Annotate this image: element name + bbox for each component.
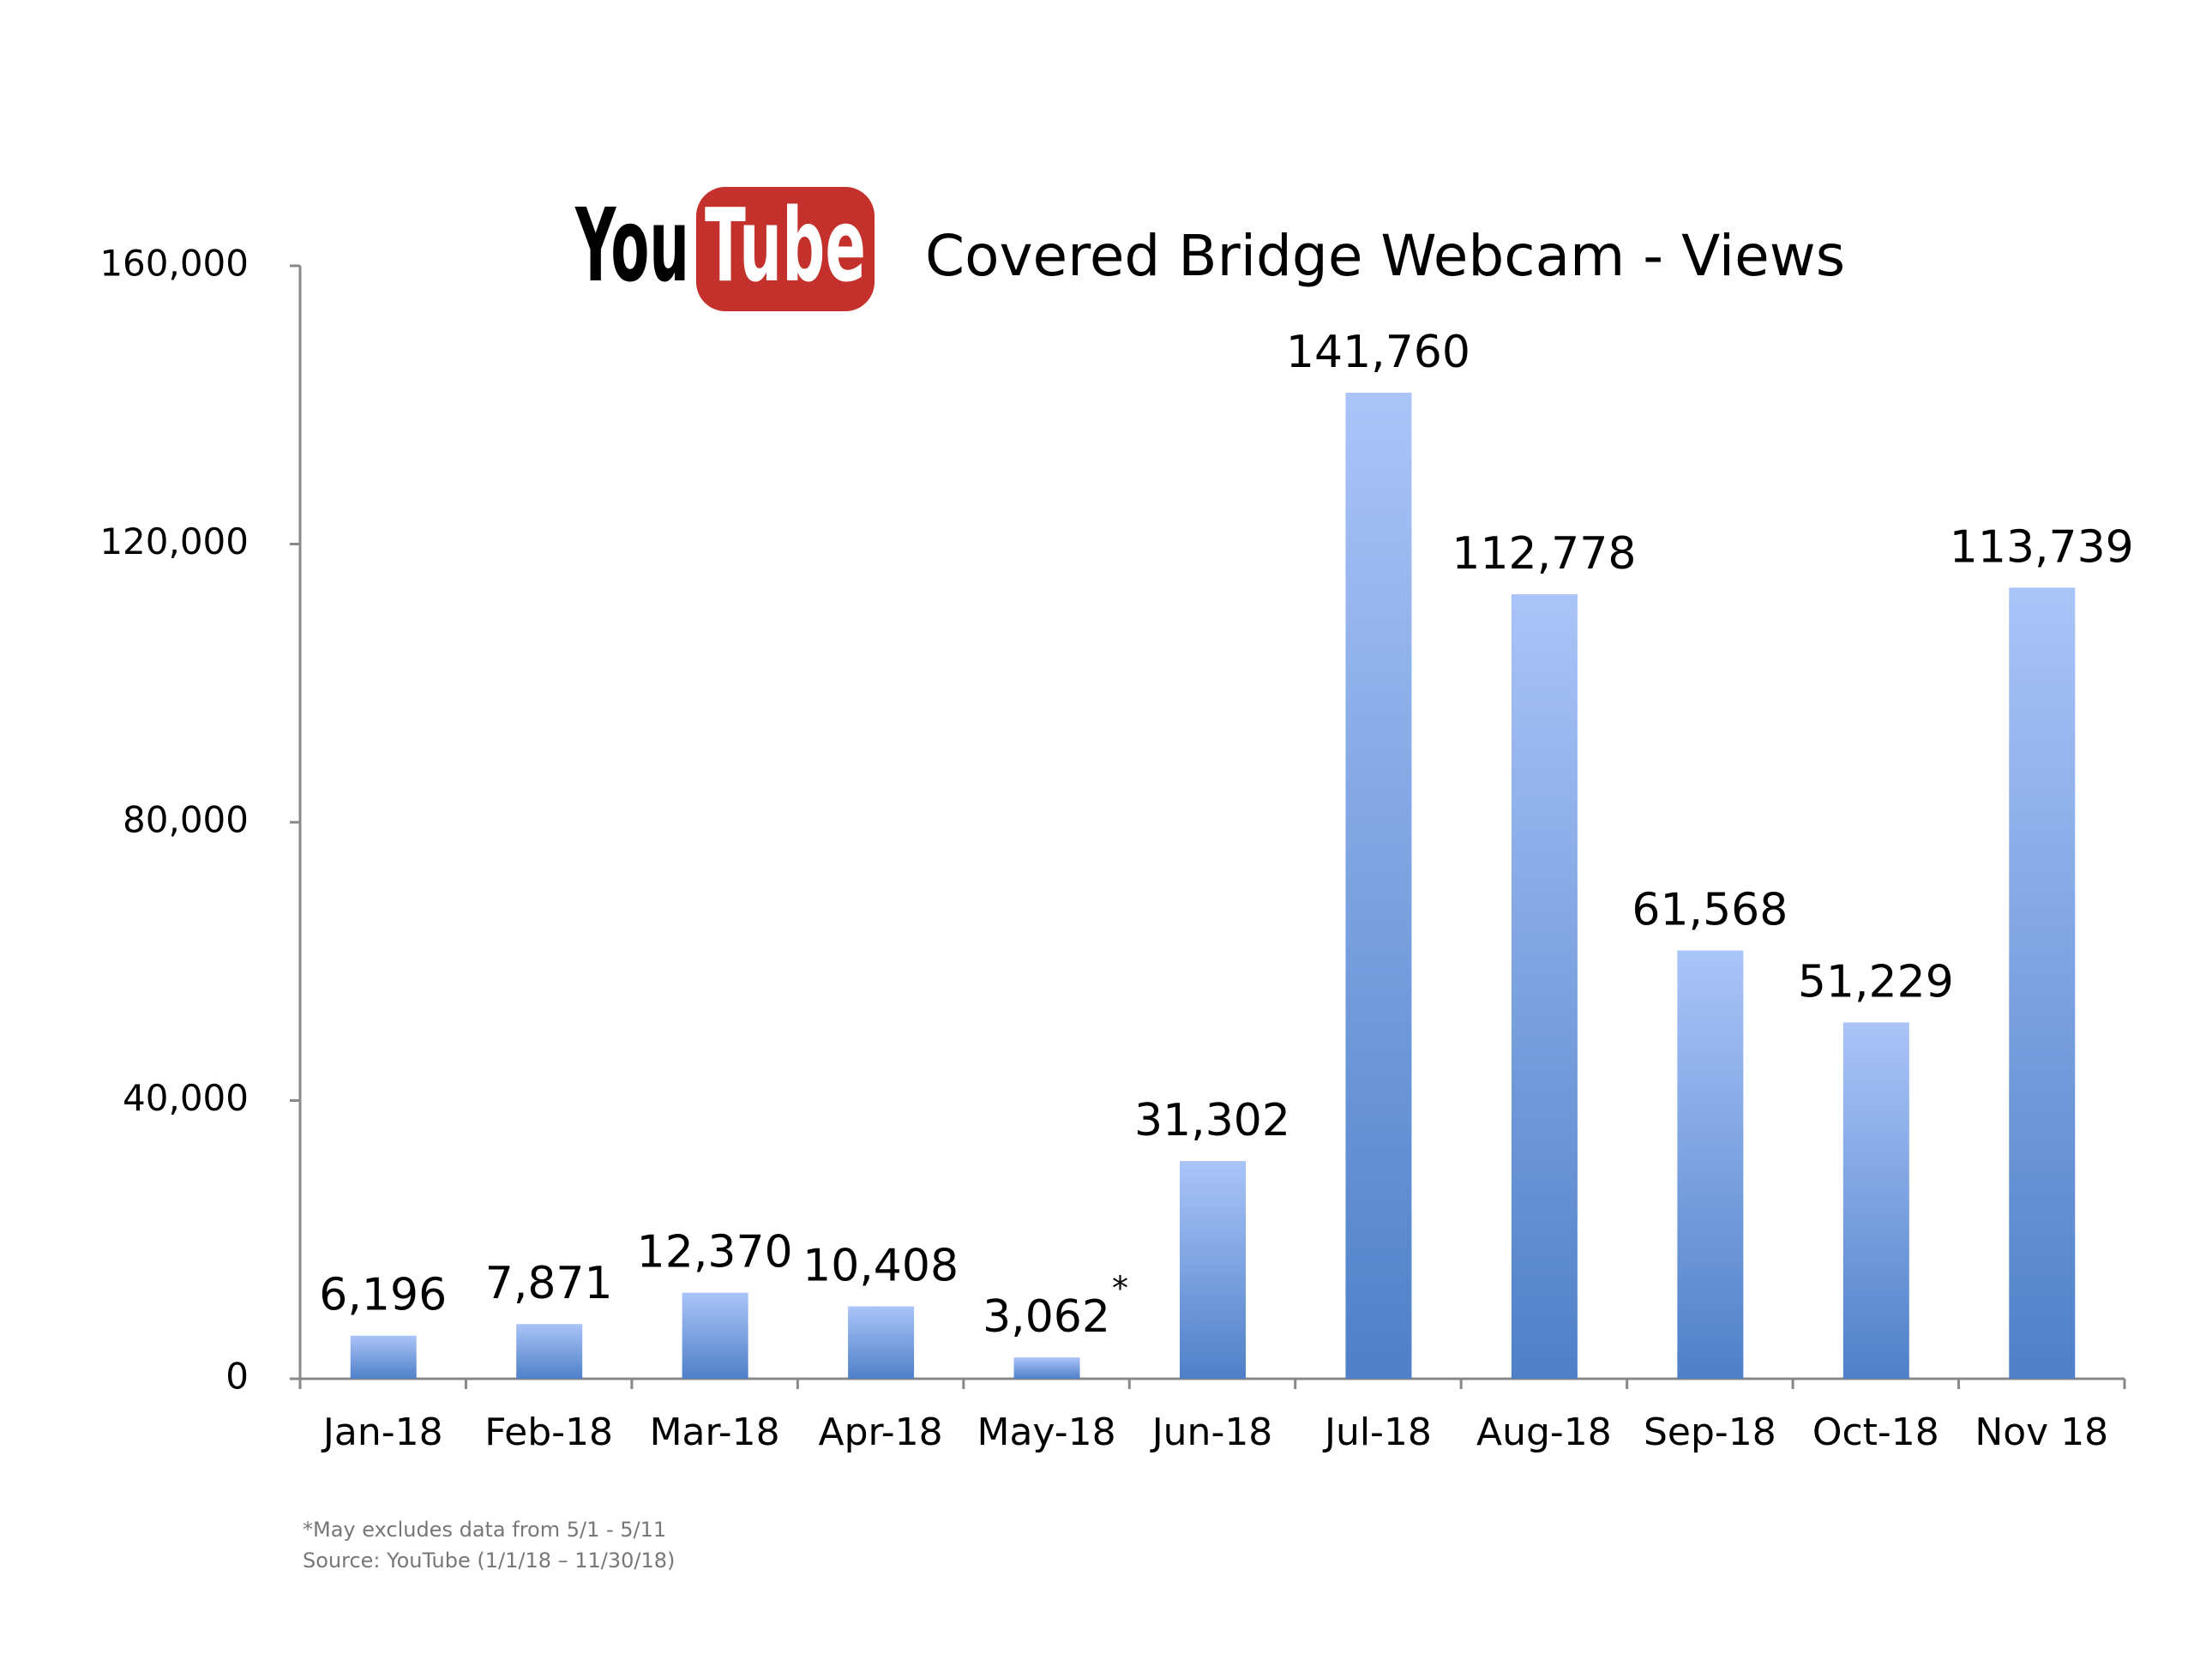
bar <box>1511 594 1578 1379</box>
x-tick-label: Jun-18 <box>1150 1410 1273 1454</box>
chart-title: Covered Bridge Webcam - Views <box>925 223 1845 289</box>
x-tick-label: Apr-18 <box>819 1410 943 1454</box>
data-label: 7,871 <box>485 1258 613 1309</box>
x-tick-label: Mar-18 <box>650 1410 780 1454</box>
bar <box>350 1335 417 1379</box>
x-tick-label: Aug-18 <box>1476 1410 1612 1454</box>
logo-box <box>696 187 875 311</box>
data-label: 61,568 <box>1632 885 1788 936</box>
x-tick-label: Nov 18 <box>1975 1410 2108 1454</box>
x-tick-label: Jul-18 <box>1322 1410 1432 1454</box>
bar <box>682 1292 748 1379</box>
data-label: 51,229 <box>1798 956 1954 1007</box>
data-label: 3,062 <box>983 1291 1110 1343</box>
footnote: *May excludes data from 5/1 - 5/11 <box>303 1518 666 1542</box>
x-tick-label: May-18 <box>977 1410 1116 1454</box>
data-label: 12,370 <box>637 1227 793 1278</box>
data-label: 141,760 <box>1286 327 1470 378</box>
bar <box>1180 1161 1246 1379</box>
logo-tube: Tube <box>705 186 866 304</box>
bar <box>2009 587 2076 1379</box>
logo-you: You <box>574 186 689 304</box>
x-tick-label: Feb-18 <box>484 1410 613 1454</box>
data-label: 113,739 <box>1950 521 2134 573</box>
bar <box>1677 950 1744 1379</box>
bar <box>1013 1357 1080 1379</box>
y-tick-label: 0 <box>225 1356 249 1398</box>
y-tick-label: 40,000 <box>123 1077 249 1119</box>
bar <box>848 1306 915 1379</box>
y-tick-label: 160,000 <box>99 243 249 285</box>
x-tick-label: Oct-18 <box>1812 1410 1939 1454</box>
data-label: 112,778 <box>1452 528 1636 580</box>
data-label: 31,302 <box>1134 1095 1290 1146</box>
data-label: 6,196 <box>319 1270 447 1321</box>
y-tick-label: 80,000 <box>123 799 249 841</box>
x-tick-label: Sep-18 <box>1644 1410 1776 1454</box>
x-tick-label: Jan-18 <box>321 1410 443 1454</box>
footnote: Source: YouTube (1/1/18 – 11/30/18) <box>303 1549 675 1573</box>
data-label: 10,408 <box>802 1241 959 1292</box>
y-tick-label: 120,000 <box>99 520 249 562</box>
bar <box>1842 1022 1909 1379</box>
bar <box>1345 392 1412 1380</box>
bar <box>516 1324 583 1379</box>
annotation: * <box>1112 1270 1128 1308</box>
